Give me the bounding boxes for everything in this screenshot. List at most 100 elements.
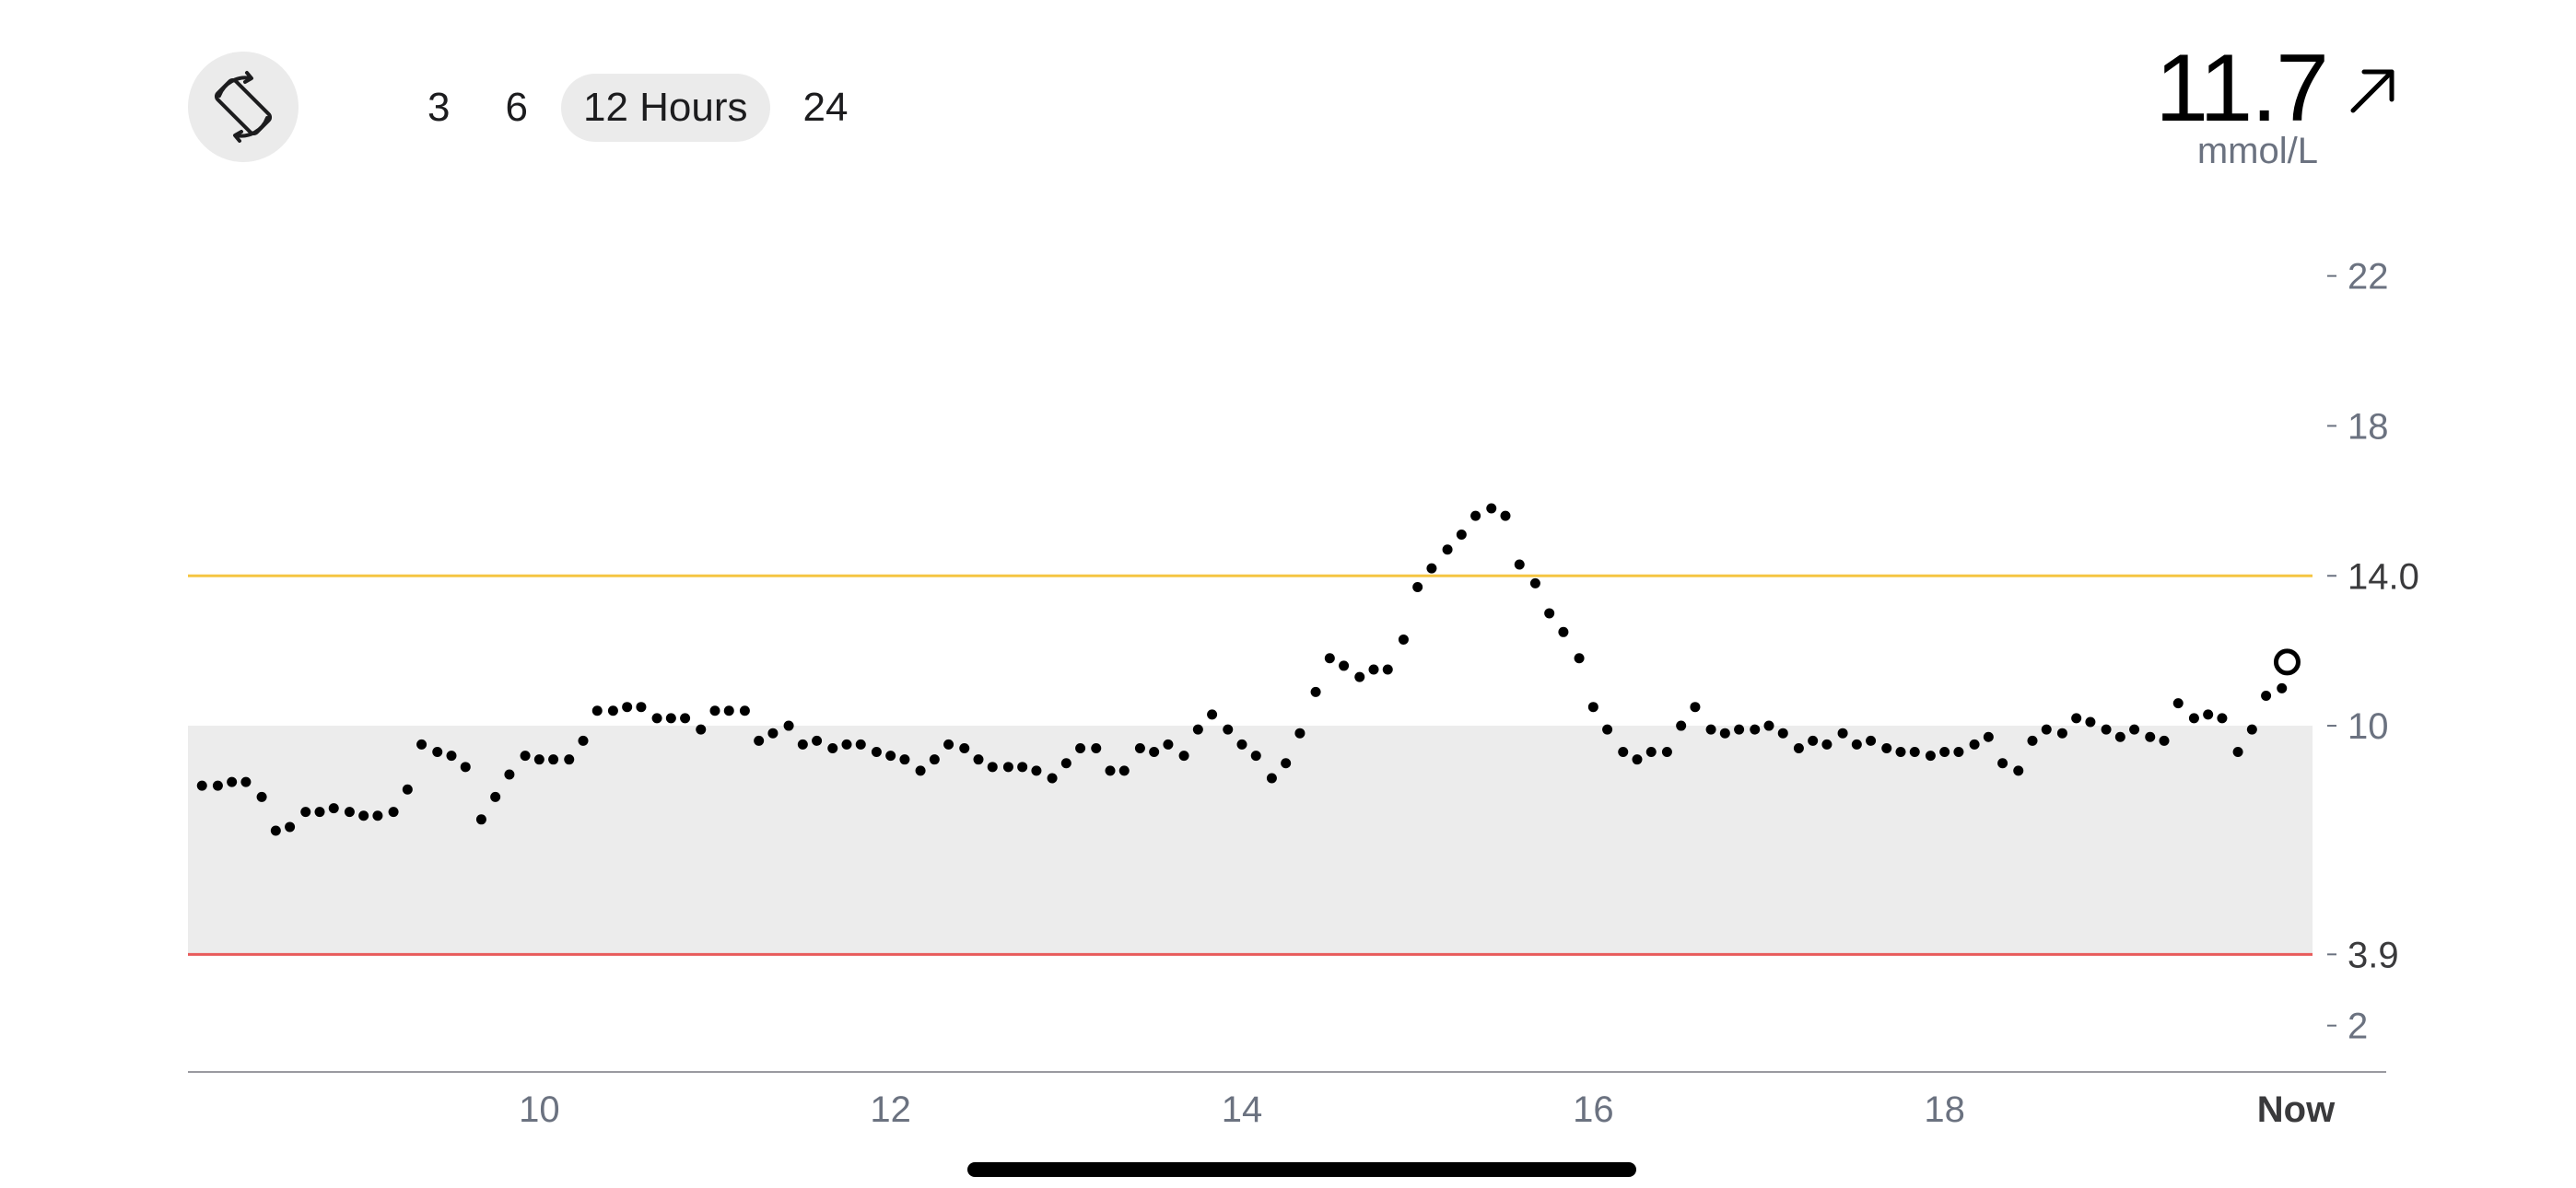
home-indicator[interactable]: [967, 1162, 1636, 1177]
arrow-up-right-icon: [2350, 69, 2395, 113]
glucose-reading-dot: [1294, 728, 1306, 739]
glucose-reading-dot: [1192, 724, 1203, 735]
glucose-reading-dot: [929, 754, 940, 765]
glucose-reading-dot: [388, 807, 399, 818]
glucose-reading-dot: [1031, 765, 1042, 776]
glucose-reading-dot: [2129, 724, 2140, 735]
glucose-reading-dot: [1690, 702, 1701, 713]
glucose-reading-dot: [2277, 682, 2288, 693]
glucose-reading-dot: [1442, 544, 1453, 555]
x-tick-label: 16: [1573, 1089, 1614, 1130]
glucose-reading-dot: [1574, 653, 1585, 664]
y-tick-label: 3.9: [2348, 935, 2399, 975]
x-tick-label: 12: [870, 1089, 911, 1130]
glucose-reading-dot: [2217, 713, 2228, 724]
glucose-reading-dot: [1105, 765, 1116, 776]
glucose-reading-dot: [1426, 563, 1437, 574]
glucose-reading-dot: [1500, 510, 1511, 521]
glucose-reading-dot: [2114, 731, 2125, 742]
glucose-reading-dot: [1456, 529, 1467, 540]
current-reading: 11.7 mmol/L: [2134, 33, 2410, 171]
glucose-reading-dot: [1705, 724, 1716, 735]
glucose-reading-dot: [783, 720, 794, 731]
glucose-reading-dot: [767, 728, 779, 739]
glucose-reading-dot: [1514, 559, 1525, 570]
glucose-reading-dot: [460, 762, 471, 773]
glucose-reading-dot: [1178, 751, 1189, 762]
glucose-reading-dot: [432, 747, 443, 758]
glucose-reading-dot: [1324, 653, 1335, 664]
glucose-reading-dot: [1017, 762, 1028, 773]
glucose-reading-dot: [973, 754, 984, 765]
glucose-reading-dot: [1632, 754, 1643, 765]
glucose-reading-dot: [1236, 739, 1247, 750]
glucose-reading-dot: [885, 751, 896, 762]
glucose-reading-dot: [2101, 724, 2112, 735]
glucose-reading-dot: [827, 742, 838, 753]
glucose-reading-dot: [797, 739, 808, 750]
glucose-reading-dot: [1777, 728, 1788, 739]
x-tick-label: 10: [519, 1089, 560, 1130]
glucose-reading-dot: [2188, 713, 2199, 724]
glucose-reading-dot: [1310, 686, 1321, 697]
glucose-reading-dot: [1953, 747, 1964, 758]
glucose-reading-dot: [256, 791, 267, 802]
glucose-reading-dot: [1808, 735, 1819, 746]
glucose-reading-dot: [1544, 608, 1555, 619]
range-3h[interactable]: 3: [427, 85, 451, 130]
glucose-reading-dot: [1645, 747, 1657, 758]
glucose-reading-dot: [1398, 634, 1409, 645]
glucose-reading-dot: [1149, 747, 1160, 758]
glucose-reading-dot: [696, 724, 707, 735]
rotate-button[interactable]: [188, 52, 299, 162]
glucose-reading-dot: [2085, 716, 2096, 728]
glucose-reading-dot: [2145, 731, 2156, 742]
glucose-reading-dot: [1091, 742, 1102, 753]
glucose-reading-dot: [1486, 503, 1497, 514]
glucose-reading-dot: [1925, 751, 1936, 762]
range-24h[interactable]: 24: [802, 85, 849, 130]
glucose-reading-dot: [812, 735, 823, 746]
glucose-reading-dot: [1412, 581, 1423, 592]
glucose-reading-dot: [475, 814, 486, 825]
glucose-reading-dot: [1368, 664, 1379, 675]
glucose-reading-dot: [1207, 709, 1218, 720]
glucose-reading-dot: [548, 754, 559, 765]
glucose-reading-dot: [1382, 664, 1393, 675]
glucose-reading-dot: [196, 780, 207, 791]
glucose-reading-dot: [1529, 577, 1540, 588]
range-12h[interactable]: 12 Hours: [560, 74, 770, 142]
glucose-reading-dot: [607, 705, 618, 716]
glucose-reading-dot: [636, 702, 647, 713]
glucose-reading-dot: [1558, 626, 1569, 637]
glucose-reading-dot: [915, 765, 926, 776]
glucose-reading-dot: [1354, 671, 1365, 682]
glucose-reading-dot: [841, 739, 852, 750]
glucose-reading-dot: [2159, 735, 2170, 746]
glucose-reading-dot: [651, 713, 662, 724]
glucose-reading-dot: [1047, 773, 1058, 784]
glucose-reading-dot: [328, 803, 339, 814]
glucose-reading-dot: [2056, 728, 2067, 739]
latest-reading-marker: [2273, 648, 2301, 676]
glucose-reading-dot: [1821, 739, 1832, 750]
glucose-reading-dot: [987, 762, 998, 773]
glucose-reading-dot: [1676, 720, 1687, 731]
glucose-reading-dot: [416, 739, 427, 750]
glucose-reading-dot: [1750, 724, 1761, 735]
glucose-reading-dot: [2246, 724, 2257, 735]
glucose-reading-dot: [665, 713, 676, 724]
glucose-reading-dot: [1618, 747, 1629, 758]
glucose-reading-dot: [1837, 728, 1848, 739]
glucose-reading-dot: [270, 825, 281, 836]
glucose-reading-dot: [1866, 735, 1877, 746]
glucose-reading-dot: [446, 751, 457, 762]
glucose-reading-dot: [622, 702, 633, 713]
current-glucose-value: 11.7: [2155, 35, 2329, 142]
glucose-reading-dot: [1163, 739, 1174, 750]
glucose-reading-dot: [871, 747, 882, 758]
range-6h[interactable]: 6: [505, 85, 528, 130]
y-tick-label: 10: [2348, 706, 2389, 747]
glucose-reading-dot: [2013, 765, 2024, 776]
x-tick-label: Now: [2257, 1089, 2336, 1130]
